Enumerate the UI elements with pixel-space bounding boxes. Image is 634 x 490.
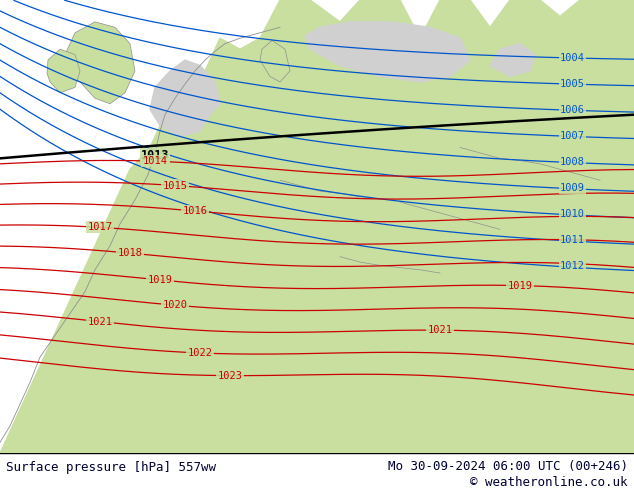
Text: 1019: 1019	[507, 281, 533, 291]
Text: 1016: 1016	[183, 206, 207, 216]
Text: 1017: 1017	[87, 222, 112, 232]
Polygon shape	[47, 49, 80, 93]
Text: 1007: 1007	[560, 131, 585, 141]
Text: 1019: 1019	[148, 275, 172, 285]
Text: 1011: 1011	[560, 235, 585, 245]
Text: 1022: 1022	[188, 348, 212, 358]
Polygon shape	[0, 0, 634, 453]
Polygon shape	[305, 22, 470, 82]
Polygon shape	[150, 60, 220, 137]
Text: 1021: 1021	[87, 317, 112, 327]
Text: 1005: 1005	[560, 79, 585, 89]
Polygon shape	[490, 44, 535, 76]
Text: 1008: 1008	[560, 157, 585, 167]
Text: © weatheronline.co.uk: © weatheronline.co.uk	[470, 476, 628, 489]
Text: Mo 30-09-2024 06:00 UTC (00+246): Mo 30-09-2024 06:00 UTC (00+246)	[387, 460, 628, 473]
Polygon shape	[65, 22, 135, 104]
Text: 1021: 1021	[427, 325, 453, 335]
Text: 1014: 1014	[143, 156, 167, 166]
Text: 1009: 1009	[560, 183, 585, 193]
Text: 1020: 1020	[162, 300, 188, 310]
Text: 1004: 1004	[560, 52, 585, 63]
Text: 1015: 1015	[162, 180, 188, 191]
Text: 1010: 1010	[560, 209, 585, 220]
Text: Surface pressure [hPa] 557ww: Surface pressure [hPa] 557ww	[6, 462, 216, 474]
Text: 1018: 1018	[117, 248, 143, 258]
Polygon shape	[260, 40, 290, 82]
Text: 1012: 1012	[560, 262, 585, 271]
Text: 1013: 1013	[141, 149, 169, 162]
Text: 1023: 1023	[217, 370, 242, 381]
Text: 1006: 1006	[560, 105, 585, 115]
